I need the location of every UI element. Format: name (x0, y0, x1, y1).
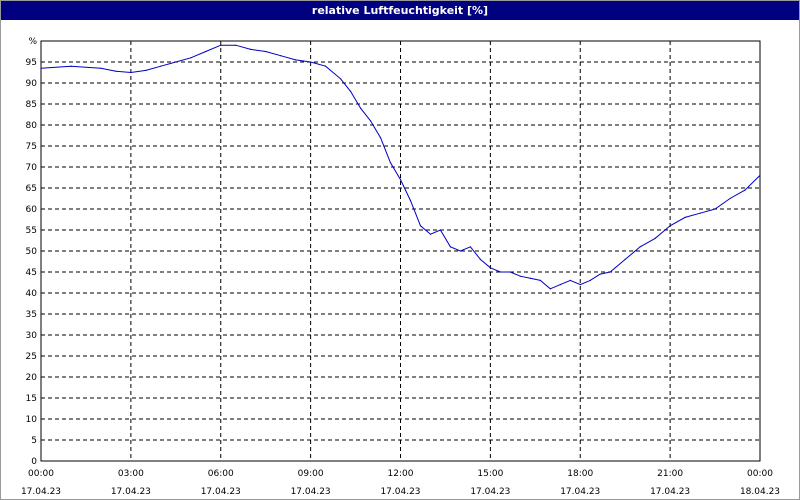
data-point (429, 233, 432, 235)
data-point (295, 59, 297, 61)
data-point (479, 258, 481, 260)
data-point (654, 237, 656, 239)
data-point (729, 197, 731, 200)
x-tick-date-label: 17.04.23 (111, 487, 151, 497)
data-point (599, 273, 601, 275)
data-point (40, 67, 42, 69)
data-point (569, 279, 571, 281)
data-point (100, 67, 102, 69)
y-tick-label: 35 (26, 310, 37, 320)
data-point (360, 107, 362, 109)
data-point (549, 288, 551, 290)
y-tick-label: 75 (26, 142, 37, 152)
x-tick-date-label: 17.04.23 (21, 487, 61, 497)
x-tick-date-label: 17.04.23 (291, 487, 331, 497)
humidity-series-line (40, 44, 761, 290)
data-point (684, 216, 686, 218)
y-tick-label: 85 (26, 100, 37, 110)
data-point (699, 212, 701, 214)
data-point (205, 50, 207, 53)
x-tick-date-label: 17.04.23 (470, 487, 510, 497)
y-tick-label: 95 (26, 58, 37, 68)
data-point (714, 208, 716, 210)
y-tick-label: 25 (26, 352, 37, 362)
x-tick-time-label: 00:00 (28, 469, 54, 479)
data-point (115, 70, 117, 72)
data-point (759, 174, 761, 176)
data-point (145, 69, 147, 71)
x-tick-date-label: 17.04.23 (201, 487, 241, 497)
x-tick-time-label: 06:00 (208, 469, 234, 479)
data-point (744, 189, 746, 191)
data-point (280, 55, 282, 57)
data-point (340, 78, 342, 80)
y-tick-label: 20 (26, 373, 38, 383)
data-point (190, 57, 192, 59)
y-tick-label: 70 (26, 163, 38, 173)
data-point (609, 271, 611, 273)
data-point (175, 61, 177, 63)
data-point (639, 246, 641, 248)
data-point (539, 279, 541, 281)
data-point (469, 246, 471, 248)
data-point (439, 229, 441, 231)
y-tick-label: 65 (26, 184, 37, 194)
data-point (559, 284, 561, 286)
y-tick-label: 5 (31, 436, 37, 446)
data-point (265, 50, 267, 53)
data-point (379, 137, 382, 139)
data-point (419, 225, 422, 227)
y-tick-label: 10 (26, 415, 38, 425)
y-tick-label: 0 (31, 457, 37, 467)
x-tick-time-label: 00:00 (747, 469, 773, 479)
x-tick-date-label: 17.04.23 (650, 487, 690, 497)
data-point (624, 258, 626, 260)
data-point (389, 162, 392, 164)
x-tick-time-label: 09:00 (298, 469, 324, 479)
y-tick-label: 60 (26, 205, 38, 215)
data-point (509, 271, 511, 273)
y-tick-label: % (28, 37, 37, 47)
x-tick-date-label: 18.04.23 (740, 487, 780, 497)
data-point (235, 44, 237, 46)
data-point (250, 48, 252, 51)
data-point (220, 44, 222, 46)
data-point (160, 65, 162, 67)
data-point (310, 61, 312, 63)
x-tick-time-label: 18:00 (567, 469, 593, 479)
x-tick-time-label: 21:00 (657, 469, 683, 479)
x-tick-time-label: 12:00 (388, 469, 414, 479)
data-point (489, 267, 491, 269)
data-point (499, 271, 501, 273)
data-point (70, 65, 72, 67)
chart-title: relative Luftfeuchtigkeit [%] (1, 1, 799, 20)
y-tick-label: 80 (26, 121, 38, 131)
x-tick-date-label: 17.04.23 (560, 487, 600, 497)
data-point (459, 250, 461, 252)
y-tick-label: 55 (26, 226, 37, 236)
data-point (589, 279, 591, 281)
y-tick-label: 30 (26, 331, 38, 341)
y-tick-label: 45 (26, 268, 37, 278)
data-point (449, 246, 451, 248)
y-tick-label: 90 (26, 79, 38, 89)
data-point (350, 90, 352, 92)
data-point (409, 200, 412, 202)
x-tick-time-label: 03:00 (118, 469, 144, 479)
data-point (519, 275, 521, 277)
y-tick-label: 40 (26, 289, 38, 299)
x-tick-date-label: 17.04.23 (380, 487, 420, 497)
data-point (669, 225, 671, 227)
data-point (399, 179, 402, 181)
data-point (529, 277, 531, 279)
data-point (369, 120, 372, 122)
data-point (130, 71, 132, 74)
x-tick-time-label: 15:00 (477, 469, 503, 479)
y-tick-label: 15 (26, 394, 37, 404)
data-point (579, 284, 581, 286)
data-point (325, 65, 327, 67)
y-tick-label: 50 (26, 247, 38, 257)
